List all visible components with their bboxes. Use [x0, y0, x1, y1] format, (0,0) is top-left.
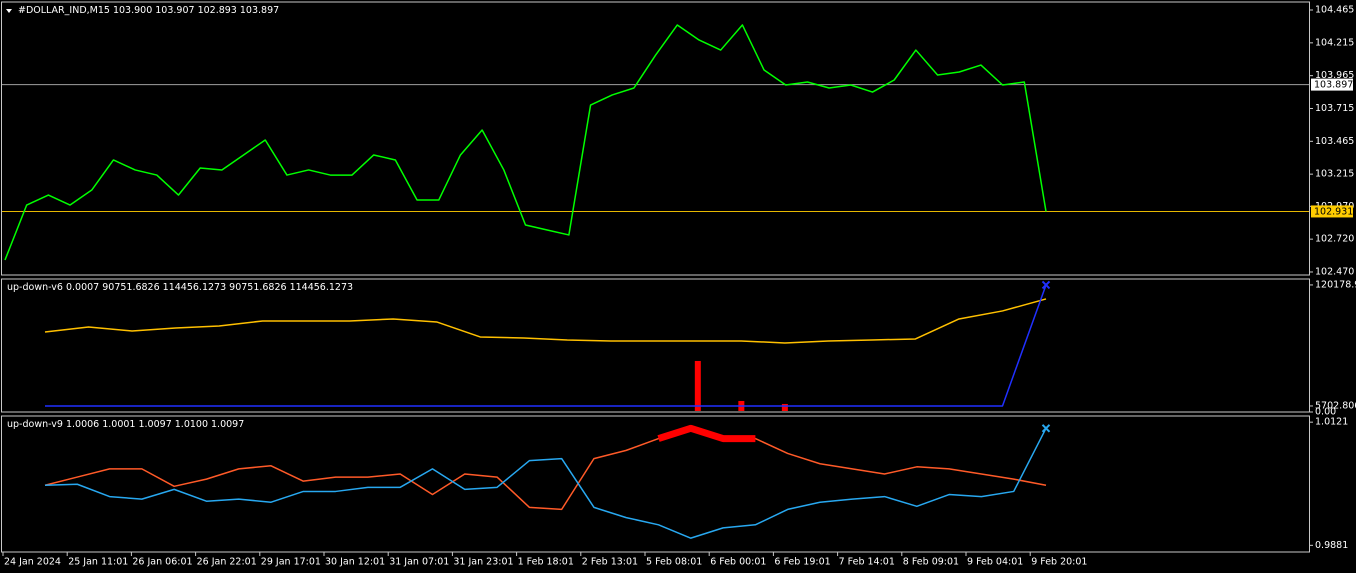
x-tick-label: 31 Jan 07:01: [389, 557, 449, 568]
x-tick-label: 30 Jan 12:01: [325, 557, 385, 568]
series-line: [44, 427, 1047, 511]
y-tick-label: 103.965: [1315, 70, 1354, 81]
histogram-bar: [694, 360, 701, 411]
x-tick-label: 26 Jan 22:01: [197, 557, 257, 568]
pane-frame: [1, 1, 1310, 276]
x-tick-label: 5 Feb 08:01: [646, 557, 702, 568]
y-tick-label: 103.215: [1315, 169, 1354, 180]
plot-area: [44, 284, 1047, 411]
y-tick-label: 0.00: [1315, 407, 1336, 418]
pane-frame: [1, 278, 1310, 413]
x-tick-label: 6 Feb 19:01: [774, 557, 830, 568]
end-marker: [1041, 424, 1051, 433]
x-tick-label: 1 Feb 18:01: [518, 557, 574, 568]
plot-area: [2, 24, 1309, 261]
y-tick-label: 0.9881: [1315, 540, 1348, 551]
y-tick-label: 102.470: [1315, 266, 1354, 277]
y-tick-label: 5702.806: [1315, 400, 1356, 411]
x-tick-label: 24 Jan 2024: [4, 557, 61, 568]
plot-area: [44, 424, 1047, 539]
y-tick-label: 103.465: [1315, 136, 1354, 147]
y-tick-label: 1.0121: [1315, 417, 1348, 428]
x-tick-label: 9 Feb 20:01: [1031, 557, 1087, 568]
x-tick-label: 2 Feb 13:01: [582, 557, 638, 568]
x-tick-label: 26 Jan 06:01: [132, 557, 192, 568]
series-line: [44, 427, 1047, 539]
price-label: 102.931: [1314, 206, 1353, 217]
x-tick-label: 8 Feb 09:01: [903, 557, 959, 568]
histogram-bar: [781, 403, 788, 411]
price-label-box: [1311, 205, 1353, 218]
price-label: 103.897: [1314, 80, 1353, 91]
series-line: [45, 284, 1047, 407]
x-tick-label: 29 Jan 17:01: [261, 557, 321, 568]
series-line: [44, 298, 1047, 344]
pane-frame: [1, 415, 1310, 553]
price-label-box: [1311, 78, 1353, 91]
end-marker: [1041, 280, 1051, 290]
series-line: [657, 424, 756, 443]
x-tick-label: 7 Feb 14:01: [839, 557, 895, 568]
pane-title: up-down-v6 0.0007 90751.6826 114456.1273…: [7, 282, 353, 293]
series-line: [4, 24, 1047, 261]
y-tick-label: 104.215: [1315, 37, 1354, 48]
y-tick-label: 103.715: [1315, 103, 1354, 114]
y-tick-label: 120178.93: [1315, 279, 1356, 290]
pane-title: up-down-v9 1.0006 1.0001 1.0097 1.0100 1…: [7, 419, 244, 430]
x-tick-label: 6 Feb 00:01: [710, 557, 766, 568]
pane-title: #DOLLAR_IND,M15 103.900 103.907 102.893 …: [18, 5, 279, 16]
x-tick-label: 31 Jan 23:01: [453, 557, 513, 568]
x-tick-label: 9 Feb 04:01: [967, 557, 1023, 568]
y-tick-label: 104.465: [1315, 5, 1354, 16]
y-tick-label: 102.720: [1315, 234, 1354, 245]
menu-arrow[interactable]: [6, 9, 12, 13]
x-tick-label: 25 Jan 11:01: [68, 557, 128, 568]
